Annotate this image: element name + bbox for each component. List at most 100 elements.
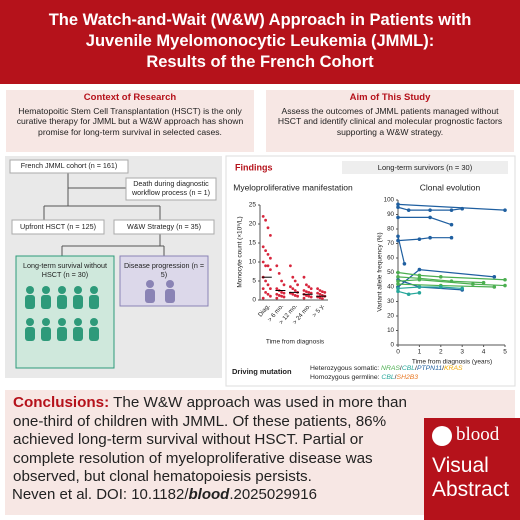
data-point bbox=[269, 268, 272, 271]
flow-box bbox=[15, 255, 115, 369]
data-point bbox=[417, 291, 422, 295]
data-point bbox=[439, 275, 443, 279]
x-tick-label: 5 bbox=[503, 349, 507, 356]
flow-box bbox=[9, 159, 129, 174]
separator: / bbox=[394, 374, 397, 381]
data-point bbox=[309, 295, 313, 299]
y-tick-label: 5 bbox=[252, 278, 256, 285]
data-point bbox=[289, 264, 292, 268]
series-line bbox=[397, 203, 506, 211]
y-tick-label: 30 bbox=[387, 298, 394, 305]
data-point bbox=[291, 287, 295, 290]
data-point bbox=[449, 235, 454, 240]
data-point bbox=[428, 215, 432, 220]
data-point bbox=[396, 275, 400, 279]
data-point bbox=[261, 296, 265, 300]
citation-part: blood bbox=[188, 486, 230, 503]
data-point bbox=[396, 234, 400, 239]
data-point bbox=[275, 296, 279, 300]
data-point bbox=[307, 294, 311, 298]
flow-connectors bbox=[43, 172, 165, 256]
data-point bbox=[460, 286, 465, 291]
gene: SH2B3 bbox=[396, 374, 419, 381]
mutation-type: Homozygous germline: bbox=[310, 374, 380, 381]
data-point bbox=[305, 290, 308, 294]
data-point bbox=[503, 208, 507, 212]
data-point bbox=[277, 294, 281, 297]
conclusions-label: Conclusions: bbox=[13, 394, 110, 411]
series-line bbox=[397, 271, 506, 281]
flow-node: French JMML cohort (n = 161) bbox=[20, 161, 118, 170]
data-point bbox=[316, 287, 319, 290]
data-point bbox=[269, 256, 272, 260]
subgroup-label: Long-term survivors (n = 30) bbox=[378, 163, 473, 172]
chart-title: Clonal evolution bbox=[420, 182, 481, 192]
mutation-row: Heterozygous somatic: NRAS/CBL/PTPN11/KR… bbox=[310, 364, 463, 373]
y-tick-label: 80 bbox=[387, 226, 394, 233]
data-point bbox=[266, 226, 270, 230]
data-point bbox=[396, 282, 400, 286]
citation-part: .2025029916 bbox=[229, 486, 317, 503]
data-point bbox=[269, 294, 272, 298]
flow-box bbox=[125, 177, 217, 201]
gene: NRAS bbox=[381, 365, 400, 372]
data-point bbox=[264, 291, 267, 294]
logo: blood Visual Abstract bbox=[424, 418, 520, 520]
aim-text: Assess the outcomes of JMML patients man… bbox=[277, 105, 503, 137]
series-line bbox=[397, 236, 406, 264]
y-axis-label: Variant allele frequency (%) bbox=[377, 232, 384, 311]
title-line: Results of the French Cohort bbox=[146, 53, 374, 71]
logo-line: Visual bbox=[432, 454, 489, 477]
mutation-type: Heterozygous somatic: bbox=[310, 365, 380, 372]
data-point bbox=[275, 287, 279, 290]
data-point bbox=[266, 264, 270, 268]
data-point bbox=[449, 208, 454, 212]
data-point bbox=[318, 296, 322, 300]
data-point bbox=[264, 249, 267, 253]
y-tick-label: 0 bbox=[252, 297, 256, 304]
data-point bbox=[318, 292, 322, 296]
y-tick-label: 0 bbox=[391, 342, 395, 349]
context-text: Hematopoitic Stem Cell Transplantation (… bbox=[16, 105, 244, 137]
data-point bbox=[417, 273, 422, 278]
y-tick-label: 40 bbox=[387, 284, 394, 291]
y-tick-label: 20 bbox=[387, 313, 394, 320]
y-tick-label: 25 bbox=[249, 202, 257, 209]
x-tick-label: 0 bbox=[396, 349, 400, 356]
subgroup-box bbox=[342, 161, 508, 174]
flow-node: Long-term survival without HSCT (n = 30) bbox=[23, 261, 107, 279]
series-line bbox=[397, 286, 463, 290]
data-point bbox=[264, 279, 267, 283]
mutation-row: Homozygous germline: CBL/SH2B3 bbox=[310, 373, 463, 382]
data-point bbox=[316, 291, 319, 295]
x-axis-label: Time from diagnosis (years) bbox=[412, 359, 492, 366]
data-point bbox=[492, 275, 497, 279]
flow-node: Upfront HSCT (n = 125) bbox=[20, 222, 96, 231]
separator: / bbox=[442, 365, 445, 372]
data-point bbox=[396, 279, 400, 284]
flow-node: W&W Strategy (n = 35) bbox=[126, 222, 202, 231]
data-point bbox=[307, 285, 311, 289]
x-tick-label: 3 bbox=[460, 349, 464, 356]
conclusions-text: The W&W approach was used in more than o… bbox=[13, 394, 407, 485]
data-point bbox=[492, 285, 497, 289]
y-tick-label: 15 bbox=[249, 240, 257, 247]
data-point bbox=[280, 291, 283, 294]
data-point bbox=[269, 287, 272, 290]
x-tick-label: 4 bbox=[482, 349, 486, 356]
data-point bbox=[282, 283, 286, 287]
separator: / bbox=[399, 365, 402, 372]
logo-brand: blood bbox=[456, 424, 500, 445]
flow-node: Death during diagnostic workflow process… bbox=[131, 179, 211, 197]
data-point bbox=[302, 275, 306, 279]
data-point bbox=[302, 289, 306, 292]
data-point bbox=[269, 234, 272, 237]
logo-icon bbox=[432, 426, 452, 446]
data-point bbox=[307, 291, 311, 294]
y-tick-label: 60 bbox=[387, 255, 394, 262]
findings-panel bbox=[225, 155, 516, 387]
series-line bbox=[397, 276, 484, 284]
chart-title: Myeloproliferative manifestation bbox=[233, 182, 353, 192]
y-tick-label: 70 bbox=[387, 240, 394, 247]
